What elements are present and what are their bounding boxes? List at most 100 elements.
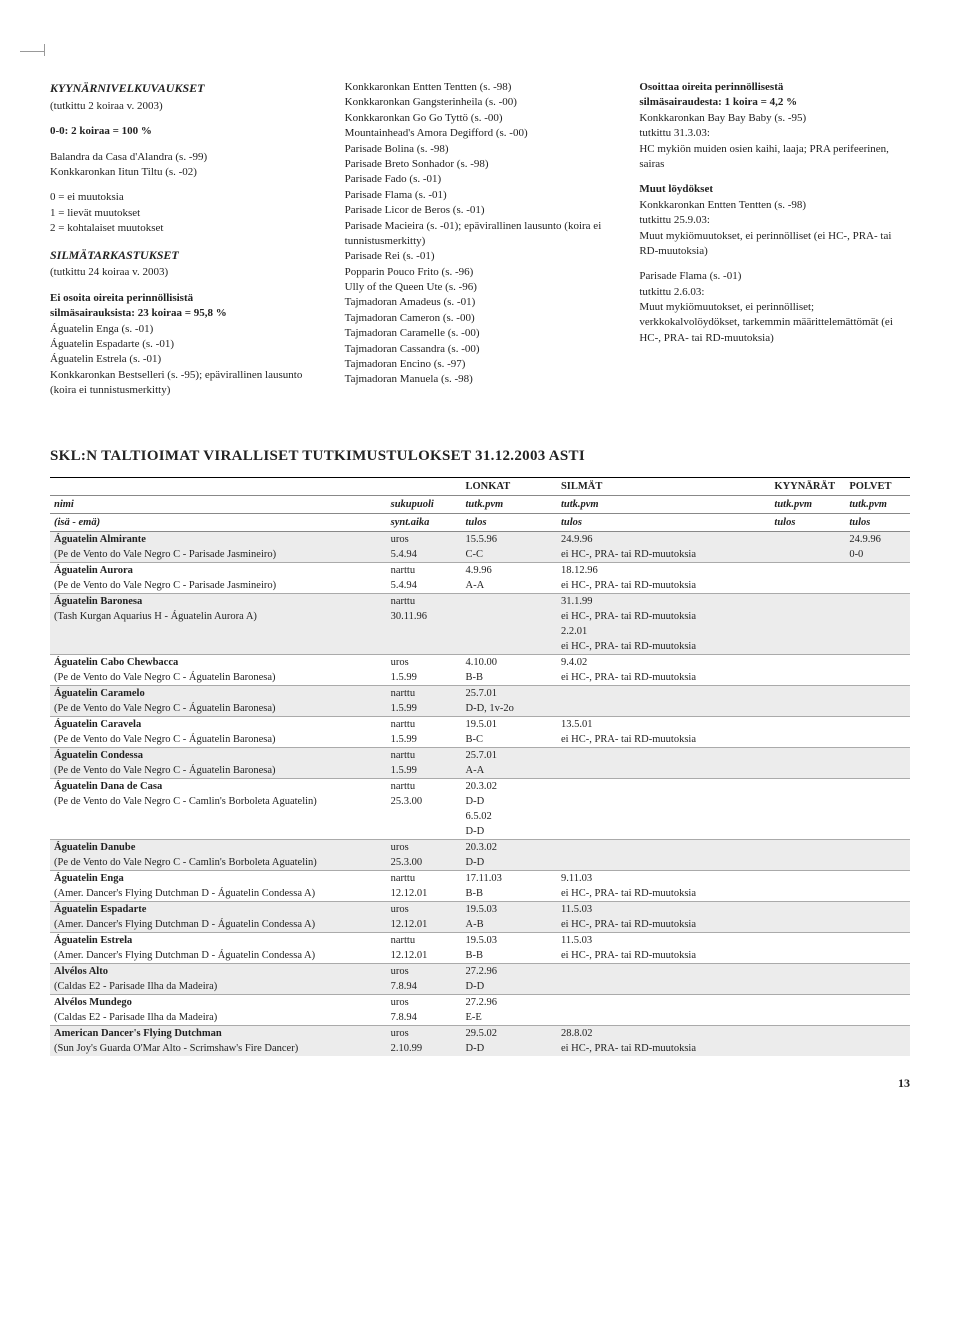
cell-name: Águatelin Caramelo bbox=[50, 686, 387, 702]
cell-parents: (Pe de Vento do Vale Negro C - Parisade … bbox=[50, 547, 387, 563]
cell-sex: narttu bbox=[387, 779, 462, 795]
cell-lonkat-pvm: 17.11.03 bbox=[462, 871, 557, 887]
cell-synt: 25.3.00 bbox=[387, 794, 462, 809]
cell-silmat-pvm: 11.5.03 bbox=[557, 902, 770, 918]
table-row: (Pe de Vento do Vale Negro C - Águatelin… bbox=[50, 732, 910, 748]
cell-silmat-pvm: 9.11.03 bbox=[557, 871, 770, 887]
cell-polvet-pvm bbox=[845, 717, 910, 733]
text-line: Parisade Breto Sonhador (s. -98) bbox=[345, 157, 616, 172]
table-body: Águatelin Almiranteuros15.5.9624.9.9624.… bbox=[50, 532, 910, 1057]
text-line: Konkkaronkan Bestselleri (s. -95); epävi… bbox=[50, 368, 321, 399]
cell-kyyn-pvm bbox=[770, 563, 845, 579]
cell-parents: (Pe de Vento do Vale Negro C - Águatelin… bbox=[50, 732, 387, 748]
cell-silmat-tulos: ei HC-, PRA- tai RD-muutoksia bbox=[557, 578, 770, 594]
cell-polvet-tulos bbox=[845, 670, 910, 686]
cell-synt: 25.3.00 bbox=[387, 855, 462, 871]
cell-name: Águatelin Estrela bbox=[50, 933, 387, 949]
text-line: Popparin Pouco Frito (s. -96) bbox=[345, 265, 616, 280]
table-row: Águatelin Condessanarttu25.7.01 bbox=[50, 748, 910, 764]
cell-kyyn-pvm bbox=[770, 840, 845, 856]
cell-polvet-pvm bbox=[845, 995, 910, 1011]
col1-heading-1: KYYNÄRNIVELKUVAUKSET bbox=[50, 80, 321, 97]
cell-silmat-pvm: 11.5.03 bbox=[557, 933, 770, 949]
text-line: Muut mykiömuutokset, ei perinnölliset; v… bbox=[639, 300, 910, 346]
cell-silmat-pvm bbox=[557, 995, 770, 1011]
cell-silmat-tulos: ei HC-, PRA- tai RD-muutoksia bbox=[557, 670, 770, 686]
cell-lonkat-tulos: E-E bbox=[462, 1010, 557, 1026]
cell-polvet-pvm bbox=[845, 779, 910, 795]
header-tutkpvm-2: tutk.pvm bbox=[557, 496, 770, 514]
table-row: Águatelin Caramelonarttu25.7.01 bbox=[50, 686, 910, 702]
cell-lonkat-tulos: B-B bbox=[462, 948, 557, 964]
cell-parents: (Pe de Vento do Vale Negro C - Camlin's … bbox=[50, 855, 387, 871]
text-line: Mountainhead's Amora Degifford (s. -00) bbox=[345, 126, 616, 141]
header-tutkpvm-4: tutk.pvm bbox=[845, 496, 910, 514]
text-line: Parisade Macieira (s. -01); epäviralline… bbox=[345, 219, 616, 250]
col1-heading-2: SILMÄTARKASTUKSET bbox=[50, 247, 321, 264]
cell-lonkat-tulos: B-B bbox=[462, 670, 557, 686]
cell-name: Águatelin Enga bbox=[50, 871, 387, 887]
cell-kyyn-pvm bbox=[770, 995, 845, 1011]
cell-lonkat-pvm: 4.9.96 bbox=[462, 563, 557, 579]
cell-parents: (Pe de Vento do Vale Negro C - Águatelin… bbox=[50, 670, 387, 686]
header-sukupuoli: sukupuoli bbox=[387, 496, 462, 514]
col3-block-1: Konkkaronkan Bay Bay Baby (s. -95)tutkit… bbox=[639, 111, 910, 173]
cell-kyyn-pvm bbox=[770, 933, 845, 949]
table-header: LONKAT SILMÄT KYYNÄRÄT POLVET nimi sukup… bbox=[50, 478, 910, 532]
table-row: ei HC-, PRA- tai RD-muutoksia bbox=[50, 639, 910, 655]
cell-silmat-pvm: 18.12.96 bbox=[557, 563, 770, 579]
cell-sex: narttu bbox=[387, 717, 462, 733]
table-row: (Pe de Vento do Vale Negro C - Águatelin… bbox=[50, 670, 910, 686]
cell-kyyn-tulos bbox=[770, 979, 845, 995]
cell-silmat-pvm bbox=[557, 686, 770, 702]
cell-polvet-pvm bbox=[845, 594, 910, 610]
cell-lonkat-pvm: 20.3.02 bbox=[462, 779, 557, 795]
cell-silmat-pvm: 28.8.02 bbox=[557, 1026, 770, 1042]
text-line: Tajmadoran Manuela (s. -98) bbox=[345, 372, 616, 387]
cell-name: Águatelin Caravela bbox=[50, 717, 387, 733]
table-row: D-D bbox=[50, 824, 910, 840]
cell-sex: uros bbox=[387, 995, 462, 1011]
cell-lonkat-tulos: D-D bbox=[462, 979, 557, 995]
cell-kyyn-pvm bbox=[770, 964, 845, 980]
text-line: tutkittu 31.3.03: bbox=[639, 126, 910, 141]
cell-silmat-tulos: ei HC-, PRA- tai RD-muutoksia bbox=[557, 609, 770, 624]
header-tulos-2: tulos bbox=[557, 514, 770, 532]
table-row: Águatelin Dana de Casanarttu20.3.02 bbox=[50, 779, 910, 795]
header-silmat: SILMÄT bbox=[557, 478, 770, 496]
cell-lonkat-extra: 6.5.02 bbox=[462, 809, 557, 824]
cell-kyyn-tulos bbox=[770, 1010, 845, 1026]
table-row: (Pe de Vento do Vale Negro C - Águatelin… bbox=[50, 701, 910, 717]
cell-kyyn-pvm bbox=[770, 655, 845, 671]
results-table: LONKAT SILMÄT KYYNÄRÄT POLVET nimi sukup… bbox=[50, 477, 910, 1056]
cell-lonkat-tulos: D-D bbox=[462, 1041, 557, 1056]
cell-silmat-tulos bbox=[557, 701, 770, 717]
cell-polvet-tulos bbox=[845, 794, 910, 809]
cell-name: Alvélos Mundego bbox=[50, 995, 387, 1011]
cell-synt: 1.5.99 bbox=[387, 763, 462, 779]
header-tutkpvm-1: tutk.pvm bbox=[462, 496, 557, 514]
cell-lonkat-tulos: B-C bbox=[462, 732, 557, 748]
table-row: Águatelin Auroranarttu4.9.9618.12.96 bbox=[50, 563, 910, 579]
table-row: Águatelin Almiranteuros15.5.9624.9.9624.… bbox=[50, 532, 910, 548]
cell-parents: (Amer. Dancer's Flying Dutchman D - Água… bbox=[50, 886, 387, 902]
cell-sex: uros bbox=[387, 655, 462, 671]
cell-silmat-tulos: ei HC-, PRA- tai RD-muutoksia bbox=[557, 948, 770, 964]
cell-polvet-tulos bbox=[845, 763, 910, 779]
text-line: tutkittu 25.9.03: bbox=[639, 213, 910, 228]
cell-silmat-tulos: ei HC-, PRA- tai RD-muutoksia bbox=[557, 917, 770, 933]
table-row: Águatelin Espadarteuros19.5.0311.5.03 bbox=[50, 902, 910, 918]
text-line: Muut mykiömuutokset, ei perinnölliset (e… bbox=[639, 229, 910, 260]
cell-polvet-pvm bbox=[845, 748, 910, 764]
cell-polvet-pvm bbox=[845, 840, 910, 856]
table-row: Águatelin Estrelanarttu19.5.0311.5.03 bbox=[50, 933, 910, 949]
text-line: Konkkaronkan Entten Tentten (s. -98) bbox=[639, 198, 910, 213]
header-kyynarat: KYYNÄRÄT bbox=[770, 478, 845, 496]
col3-block-3: Parisade Flama (s. -01)tutkittu 2.6.03:M… bbox=[639, 269, 910, 346]
cell-sex: narttu bbox=[387, 748, 462, 764]
cell-name: Águatelin Almirante bbox=[50, 532, 387, 548]
table-row: 2.2.01 bbox=[50, 624, 910, 639]
text-line: Parisade Licor de Beros (s. -01) bbox=[345, 203, 616, 218]
table-section-title: SKL:N TALTIOIMAT VIRALLISET TUTKIMUSTULO… bbox=[50, 448, 910, 465]
text-line: Ully of the Queen Ute (s. -96) bbox=[345, 280, 616, 295]
